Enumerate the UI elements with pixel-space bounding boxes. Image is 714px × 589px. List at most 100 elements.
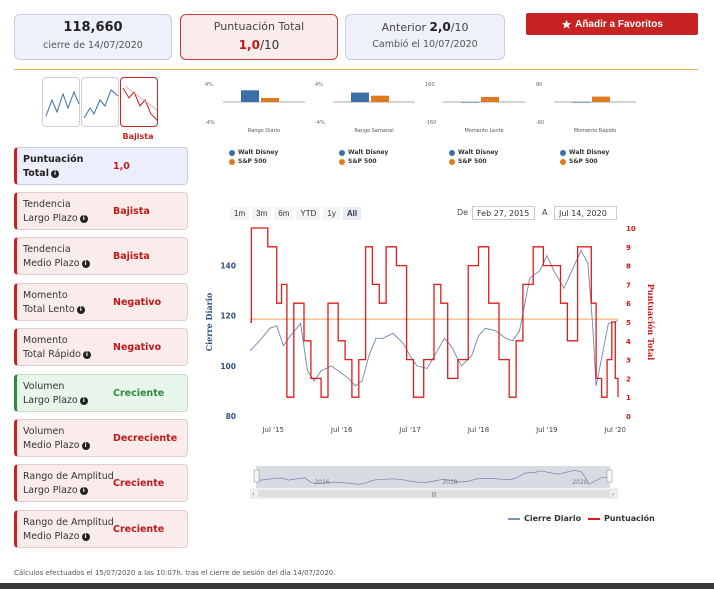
legend-sp500[interactable]: S&P 500 xyxy=(339,157,388,166)
sidebar-item[interactable]: Momento Total Rápido i Negativo xyxy=(14,328,188,366)
sidebar-item[interactable]: Rango de Amplitud Largo Plazo i Creciente xyxy=(14,464,188,502)
sidebar-item[interactable]: Volumen Largo Plazo i Creciente xyxy=(14,374,188,412)
date-to-input[interactable] xyxy=(554,206,617,220)
right-tick-label: 4 xyxy=(626,338,631,346)
legend-score[interactable]: Puntuación xyxy=(588,514,655,523)
mini-chart-ybottom: -4% xyxy=(205,120,215,126)
legend-disney-dot xyxy=(229,149,235,156)
navigator-tick-label: 2018 xyxy=(442,479,457,486)
mini-chart-ytop: 160 xyxy=(425,82,435,88)
close-price-date: cierre de 14/07/2020 xyxy=(43,40,143,51)
previous-score-line: Anterior 2,0/10 xyxy=(346,20,504,34)
sidebar-item[interactable]: Tendencia Medio Plazo i Bajista xyxy=(14,237,188,275)
range-button[interactable]: 3m xyxy=(252,207,272,220)
mini-bar-sp500 xyxy=(261,97,279,102)
close-price-card: 118,660 cierre de 14/07/2020 xyxy=(14,14,172,60)
mini-chart-svg: 80 -80 Momento Rápido xyxy=(536,82,636,134)
legend-sp500[interactable]: S&P 500 xyxy=(229,157,278,166)
total-score-value-line: 1,0/10 xyxy=(181,38,337,52)
date-to-label: A xyxy=(542,208,548,217)
legend-disney[interactable]: Walt Disney xyxy=(560,148,609,157)
sidebar-item-label-line1: Volumen xyxy=(23,381,65,392)
range-button[interactable]: 1y xyxy=(323,207,340,220)
sidebar-item-value: Creciente xyxy=(113,477,165,489)
navigator-window[interactable] xyxy=(256,466,610,488)
info-icon[interactable]: i xyxy=(79,486,88,495)
legend-disney[interactable]: Walt Disney xyxy=(229,148,278,157)
legend-disney-label: Walt Disney xyxy=(458,149,499,156)
score-line[interactable] xyxy=(250,227,619,398)
price-score-chart: 80 100 120 140 0 1 2 3 4 5 6 7 8 9 10 Jul '15 Jul '16 Jul… xyxy=(204,225,656,434)
sidebar-item[interactable]: Tendencia Largo Plazo i Bajista xyxy=(14,192,188,230)
sidebar-item-value: Decreciente xyxy=(113,432,178,444)
trend-bearish-icon[interactable] xyxy=(120,77,158,127)
legend-sp500-label: S&P 500 xyxy=(569,158,598,165)
range-button[interactable]: All xyxy=(342,207,362,220)
legend-sp500[interactable]: S&P 500 xyxy=(560,157,609,166)
legend-sp500[interactable]: S&P 500 xyxy=(449,157,498,166)
previous-score-suffix: /10 xyxy=(450,21,469,34)
sidebar-item-label: Rango de Amplitud Medio Plazo i xyxy=(23,516,115,544)
sidebar-item-value: 1,0 xyxy=(113,160,130,172)
legend-close[interactable]: Cierre Diario xyxy=(508,514,581,523)
add-favorites-button[interactable]: Añadir a Favoritos xyxy=(526,13,698,35)
x-tick-label: Jul '20 xyxy=(604,426,627,434)
trend-icons xyxy=(42,77,158,127)
sidebar-item[interactable]: Rango de Amplitud Medio Plazo i Creciente xyxy=(14,510,188,548)
left-tick-label: 80 xyxy=(226,412,236,421)
navigator-handle-left[interactable] xyxy=(253,469,260,483)
sidebar-item-label-line1: Momento xyxy=(23,335,68,346)
sidebar-item-label: Tendencia Largo Plazo i xyxy=(23,198,115,226)
scroll-left-icon[interactable]: ‹ xyxy=(252,491,254,498)
navigator-handle-right[interactable] xyxy=(606,469,613,483)
chart-navigator[interactable]: 2016 2018 2020 ||| ‹ › xyxy=(250,466,618,500)
sidebar-item-label-line2: Largo Plazo xyxy=(23,213,78,224)
footnote: Cálculos efectuados el 15/07/2020 a las … xyxy=(14,569,336,577)
sidebar-item-label: Tendencia Medio Plazo i xyxy=(23,243,115,271)
legend-sp500-dot xyxy=(560,158,566,165)
mini-chart: 80 -80 Momento Rápido xyxy=(536,80,654,136)
navigator-scrollbar-thumb[interactable] xyxy=(258,490,610,497)
sidebar-item[interactable]: Momento Total Lento i Negativo xyxy=(14,283,188,321)
legend-disney[interactable]: Walt Disney xyxy=(449,148,498,157)
sidebar-item-value: Creciente xyxy=(113,387,165,399)
info-icon[interactable]: i xyxy=(81,259,90,268)
sidebar-item-label-line1: Rango de Amplitud xyxy=(23,471,114,482)
left-tick-label: 100 xyxy=(220,362,236,371)
legend-sp500-dot xyxy=(339,158,345,165)
range-button[interactable]: YTD xyxy=(296,207,321,220)
sidebar-item-label-line2: Total Lento xyxy=(23,304,75,315)
sidebar-item[interactable]: Volumen Medio Plazo i Decreciente xyxy=(14,419,188,457)
navigator-tick-label: 2016 xyxy=(314,479,329,486)
sidebar-item[interactable]: Puntuación Total i 1,0 xyxy=(14,147,188,185)
mini-chart-svg: 160 -160 Momento Lento xyxy=(425,82,525,134)
scroll-right-icon[interactable]: › xyxy=(612,491,614,498)
close-price-line[interactable] xyxy=(249,249,619,387)
mini-chart-ytop: 80 xyxy=(536,82,542,88)
trend-sideways-icon[interactable] xyxy=(42,77,80,127)
sidebar-item-label-line1: Rango de Amplitud xyxy=(23,517,114,528)
date-from-input[interactable] xyxy=(472,206,535,220)
total-score-value: 1,0 xyxy=(238,38,260,52)
info-icon[interactable]: i xyxy=(81,441,90,450)
range-button[interactable]: 1m xyxy=(230,207,250,220)
right-tick-label: 7 xyxy=(626,281,631,289)
info-icon[interactable]: i xyxy=(82,350,91,359)
close-price-value: 118,660 xyxy=(63,20,123,35)
x-tick-label: Jul '15 xyxy=(261,426,284,434)
x-tick-label: Jul '18 xyxy=(467,426,490,434)
info-icon[interactable]: i xyxy=(81,532,90,541)
x-tick-label: Jul '16 xyxy=(330,426,353,434)
legend-close-label: Cierre Diario xyxy=(524,514,582,523)
info-icon[interactable]: i xyxy=(79,214,88,223)
info-icon[interactable]: i xyxy=(76,305,85,314)
info-icon[interactable]: i xyxy=(79,396,88,405)
info-icon[interactable]: i xyxy=(50,169,59,178)
sidebar-item-label: Volumen Medio Plazo i xyxy=(23,425,115,453)
mini-chart-title: Momento Rápido xyxy=(574,127,616,134)
sidebar-item-value: Negativo xyxy=(113,296,162,308)
range-button[interactable]: 6m xyxy=(274,207,294,220)
sidebar-item-value: Bajista xyxy=(113,205,150,217)
trend-bullish-icon[interactable] xyxy=(81,77,119,127)
legend-disney[interactable]: Walt Disney xyxy=(339,148,388,157)
